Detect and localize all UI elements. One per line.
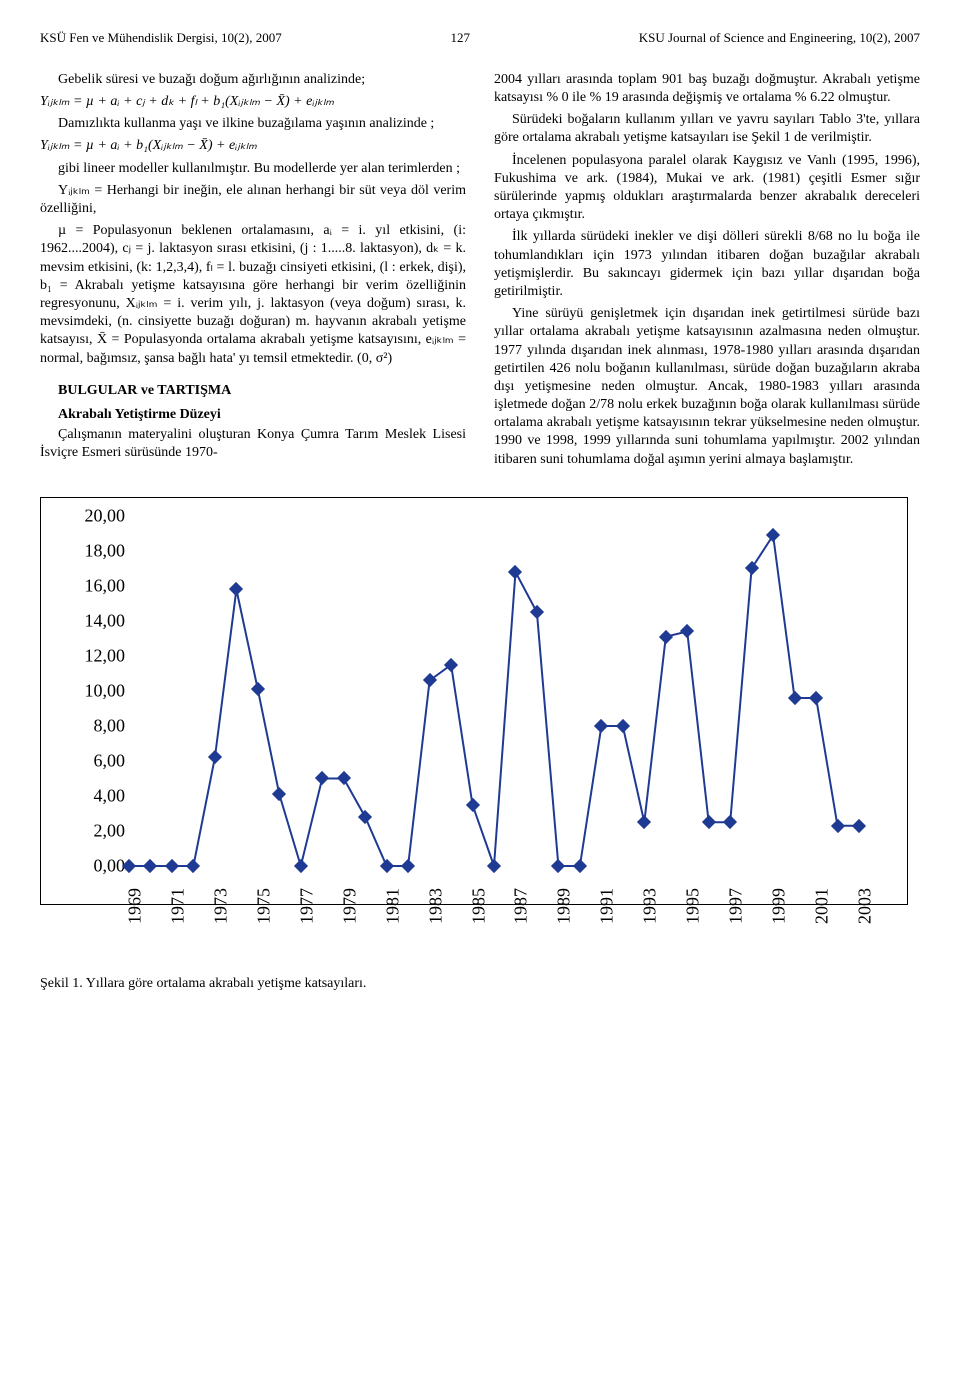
chart-y-axis: 0,002,004,006,008,0010,0012,0014,0016,00… — [69, 516, 129, 866]
y-tick-label: 14,00 — [85, 609, 126, 632]
left-column: Gebelik süresi ve buzağı doğum ağırlığın… — [40, 71, 466, 473]
x-tick-label: 1979 — [338, 888, 361, 924]
para-intro-2: Damızlıkta kullanma yaşı ve ilkine buzağ… — [40, 115, 466, 133]
header-left: KSÜ Fen ve Mühendislik Dergisi, 10(2), 2… — [40, 30, 282, 47]
x-tick-label: 1991 — [596, 888, 619, 924]
page-header: KSÜ Fen ve Mühendislik Dergisi, 10(2), 2… — [40, 30, 920, 47]
subsection-inbreeding-title: Akrabalı Yetiştirme Düzeyi — [58, 406, 466, 424]
chart-plot-area — [129, 516, 859, 866]
y-tick-label: 12,00 — [85, 644, 126, 667]
para-right-4: İlk yıllarda sürüdeki inekler ve dişi dö… — [494, 228, 920, 301]
para-right-1: 2004 yılları arasında toplam 901 baş buz… — [494, 71, 920, 107]
two-column-body: Gebelik süresi ve buzağı doğum ağırlığın… — [40, 71, 920, 473]
right-column: 2004 yılları arasında toplam 901 baş buz… — [494, 71, 920, 473]
page-number: 127 — [450, 30, 470, 47]
y-tick-label: 16,00 — [85, 574, 126, 597]
y-tick-label: 0,00 — [94, 854, 126, 877]
x-tick-label: 1999 — [767, 888, 790, 924]
para-models: gibi lineer modeller kullanılmıştır. Bu … — [40, 160, 466, 178]
x-tick-label: 1993 — [639, 888, 662, 924]
y-tick-label: 18,00 — [85, 539, 126, 562]
chart-box: 0,00 2,00 4,00 6,00 8,00 10,00 12,00 14,00 16,00… — [40, 497, 908, 905]
para-material: Çalışmanın materyalini oluşturan Konya Ç… — [40, 426, 466, 462]
x-tick-label: 1995 — [682, 888, 705, 924]
y-tick-label: 6,00 — [94, 749, 126, 772]
y-tick-label: 8,00 — [94, 714, 126, 737]
x-tick-label: 1989 — [553, 888, 576, 924]
chart-x-axis: 1969197119731975197719791981198319851987… — [129, 868, 859, 948]
formula-1: Yᵢⱼₖₗₘ = µ + aᵢ + cⱼ + dₖ + fₗ + b₁(Xᵢⱼₖ… — [40, 93, 466, 111]
figure-caption: Şekil 1. Yıllara göre ortalama akrabalı … — [40, 975, 920, 993]
x-tick-label: 1969 — [123, 888, 146, 924]
para-y-def: Yᵢⱼₖₗₘ = Herhangi bir ineğin, ele alınan… — [40, 182, 466, 218]
para-right-5: Yine sürüyü genişletmek için dışarıdan i… — [494, 305, 920, 469]
formula-2: Yᵢⱼₖₗₘ = µ + aᵢ + b₁(Xᵢⱼₖₗₘ − X̄) + eᵢⱼₖ… — [40, 137, 466, 155]
y-tick-label: 20,00 — [85, 504, 126, 527]
x-tick-label: 1973 — [209, 888, 232, 924]
x-tick-label: 1985 — [467, 888, 490, 924]
x-tick-label: 1971 — [166, 888, 189, 924]
x-tick-label: 1977 — [295, 888, 318, 924]
x-tick-label: 1987 — [510, 888, 533, 924]
x-tick-label: 1983 — [424, 888, 447, 924]
section-results-title: BULGULAR ve TARTIŞMA — [58, 382, 466, 400]
y-tick-label: 4,00 — [94, 784, 126, 807]
y-tick-label: 2,00 — [94, 819, 126, 842]
line-chart: 0,00 2,00 4,00 6,00 8,00 10,00 12,00 14,00 16,00… — [69, 516, 859, 896]
para-intro-1: Gebelik süresi ve buzağı doğum ağırlığın… — [40, 71, 466, 89]
para-right-3: İncelenen populasyona paralel olarak Kay… — [494, 152, 920, 225]
x-tick-label: 2001 — [810, 888, 833, 924]
para-terms: µ = Populasyonun beklenen ortalamasını, … — [40, 222, 466, 368]
x-tick-label: 2003 — [853, 888, 876, 924]
para-right-2: Sürüdeki boğaların kullanım yılları ve y… — [494, 111, 920, 147]
x-tick-label: 1997 — [724, 888, 747, 924]
x-tick-label: 1981 — [381, 888, 404, 924]
x-tick-label: 1975 — [252, 888, 275, 924]
y-tick-label: 10,00 — [85, 679, 126, 702]
header-right: KSU Journal of Science and Engineering, … — [639, 30, 920, 47]
